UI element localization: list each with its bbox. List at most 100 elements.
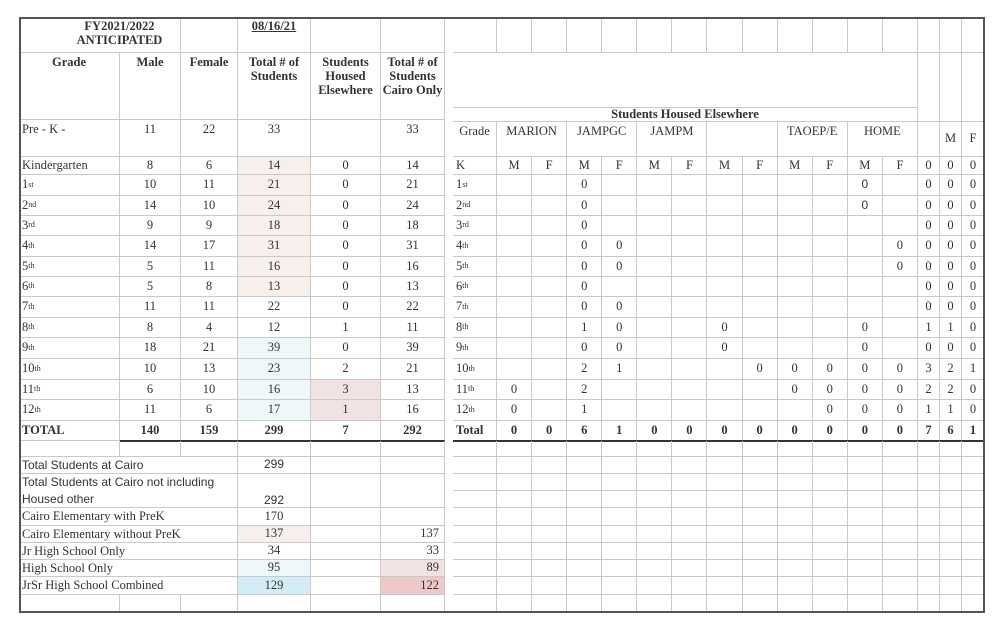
grade-value: 21: [238, 175, 311, 196]
grade-suffix: th: [462, 281, 469, 291]
blank-cell: [311, 457, 381, 474]
grade-value: 13: [381, 380, 445, 400]
grade-value: 0: [311, 297, 381, 318]
housed-value: [602, 216, 638, 236]
summary-value-cairo: [381, 474, 445, 508]
housed-value: 0: [847, 196, 883, 216]
blank-cell: [812, 474, 848, 491]
housed-value: [602, 175, 638, 196]
total-value: 292: [381, 421, 445, 441]
housed-value: [532, 297, 568, 318]
grade-suffix: th: [468, 404, 475, 414]
blank-cell: [181, 441, 238, 457]
housed-value: 0: [882, 257, 918, 277]
housed-value: 0: [567, 216, 603, 236]
blank-cell: [497, 577, 533, 595]
housed-value: 0: [602, 257, 638, 277]
housed-value: 0: [602, 297, 638, 318]
housed-total-value: 0: [532, 421, 568, 441]
blank-cell: [497, 457, 533, 474]
housed-total-value: 1: [962, 421, 985, 441]
blank-cell: [847, 595, 883, 613]
blank-cell: [311, 577, 381, 595]
blank-cell: [602, 595, 638, 613]
location-header: HOME: [847, 122, 918, 157]
blank-cell: [181, 595, 238, 613]
housed-value: [777, 400, 813, 421]
grade-suffix: th: [34, 384, 41, 394]
housed-value: [742, 257, 778, 277]
blank-cell: [567, 595, 603, 613]
housed-value: [847, 297, 883, 318]
housed-value: [532, 318, 568, 338]
grade-value: 21: [181, 338, 238, 359]
prek-value: 33: [381, 120, 445, 157]
blank-cell: [742, 543, 778, 560]
housed-value: [637, 236, 673, 257]
summary-label: Total Students at Cairo: [19, 457, 238, 474]
blank-cell: [812, 526, 848, 543]
blank-cell: [532, 595, 568, 613]
blank-cell: [882, 577, 918, 595]
housed-value: 0: [940, 297, 962, 318]
housed-value: [847, 277, 883, 297]
housed-value: 0: [940, 236, 962, 257]
housed-value: 0: [962, 318, 985, 338]
grade-value: 10: [181, 380, 238, 400]
grade-value: 31: [381, 236, 445, 257]
housed-value: F: [882, 157, 918, 175]
blank-cell: [962, 508, 985, 526]
blank-cell: [917, 595, 940, 613]
housed-value: 0: [962, 236, 985, 257]
housed-value: 0: [497, 380, 533, 400]
housed-value: [742, 297, 778, 318]
housed-value: [637, 318, 673, 338]
blank-cell: [918, 53, 940, 122]
blank-cell: [532, 17, 568, 53]
total-label: TOTAL: [19, 421, 120, 441]
housed-value: [637, 196, 673, 216]
blank-cell: [940, 560, 962, 577]
summary-value: 34: [238, 543, 311, 560]
blank-cell: [742, 508, 778, 526]
blank-cell: [742, 491, 778, 508]
blank-cell: [882, 526, 918, 543]
blank-cell: [847, 577, 883, 595]
blank-cell: [940, 595, 962, 613]
housed-value: 1: [567, 400, 603, 421]
grade-value: 22: [238, 297, 311, 318]
housed-value: [532, 236, 568, 257]
blank-cell: [707, 441, 743, 457]
housed-value: [882, 297, 918, 318]
blank-cell: [637, 474, 673, 491]
blank-cell: [672, 595, 708, 613]
housed-value: 0: [847, 338, 883, 359]
summary-label: Jr High School Only: [19, 543, 238, 560]
housed-value: [672, 400, 708, 421]
housed-value: [532, 257, 568, 277]
housed-total-value: 0: [497, 421, 533, 441]
grade-value: 0: [311, 175, 381, 196]
blank-cell: [453, 457, 497, 474]
grade-suffix: th: [34, 404, 41, 414]
grade-suffix: th: [462, 261, 469, 271]
total-students-header: Total # of Students: [238, 53, 311, 120]
housed-value: [777, 196, 813, 216]
blank-cell: [707, 491, 743, 508]
grade-value: 6: [181, 157, 238, 175]
blank-cell: [940, 17, 962, 53]
blank-cell: [453, 474, 497, 491]
housed-value: 0: [567, 175, 603, 196]
blank-cell: [812, 508, 848, 526]
housed-total-value: 6: [940, 421, 962, 441]
housed-value: 0: [882, 400, 918, 421]
grade-suffix: rd: [462, 220, 469, 230]
grade-value: 23: [238, 359, 311, 380]
summary-label: High School Only: [19, 560, 238, 577]
housed-value: 0: [962, 380, 985, 400]
